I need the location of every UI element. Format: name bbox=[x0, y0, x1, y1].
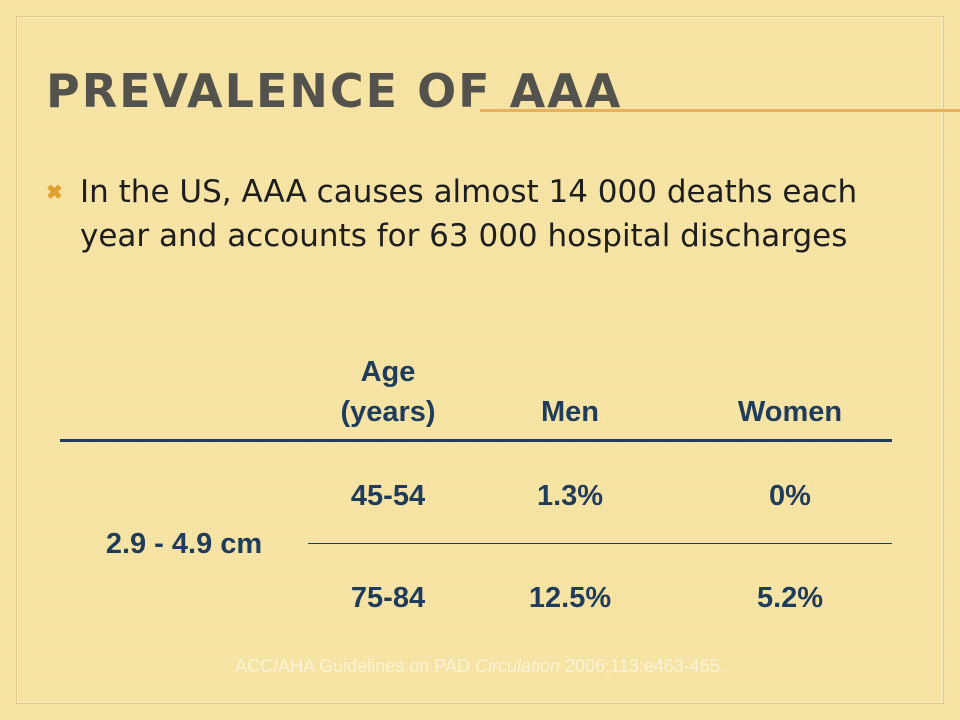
header-age-line1: Age bbox=[360, 356, 416, 388]
title-underline bbox=[480, 109, 960, 112]
bullet-text: In the US, AAA causes almost 14 000 deat… bbox=[80, 174, 858, 254]
row1-women: 0% bbox=[769, 480, 811, 512]
citation-journal: Circulation bbox=[474, 656, 560, 676]
row2-age: 75-84 bbox=[350, 582, 426, 614]
header-women: Women bbox=[737, 396, 843, 428]
citation: ACC/AHA Guidelines on PAD Circulation 20… bbox=[0, 656, 960, 677]
prevalence-table: Age (years) Men Women 45-54 1.3% 0% 2.9 … bbox=[60, 350, 892, 630]
row-divider bbox=[308, 543, 892, 544]
bullet-item: ✖ In the US, AAA causes almost 14 000 de… bbox=[46, 170, 906, 258]
header-rule bbox=[60, 439, 892, 442]
x-bullet-icon: ✖ bbox=[46, 182, 63, 204]
citation-prefix: ACC/AHA Guidelines on PAD bbox=[235, 656, 475, 676]
citation-suffix: 2006;113:e463-465. bbox=[560, 656, 725, 676]
row1-men: 1.3% bbox=[536, 480, 604, 512]
header-age-line2: (years) bbox=[340, 396, 436, 428]
header-age: Age (years) bbox=[308, 352, 468, 432]
row1-age: 45-54 bbox=[350, 480, 426, 512]
header-men: Men bbox=[541, 396, 599, 428]
size-range-label: 2.9 - 4.9 cm bbox=[105, 528, 263, 560]
row2-men: 12.5% bbox=[528, 582, 612, 614]
row2-women: 5.2% bbox=[756, 582, 824, 614]
